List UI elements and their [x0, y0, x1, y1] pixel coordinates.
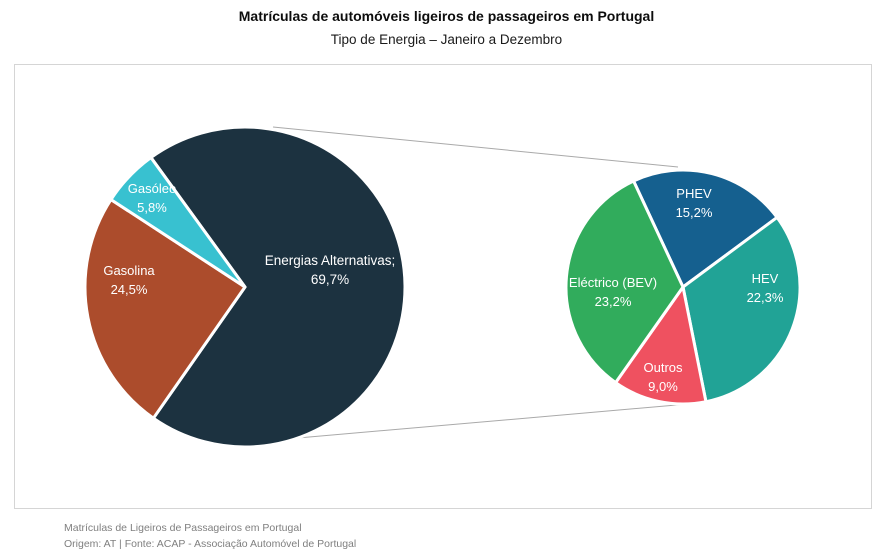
secondary-pie-label-outros-value: 9,0%	[648, 379, 678, 394]
footnote-line-1: Matrículas de Ligeiros de Passageiros em…	[64, 522, 302, 534]
chart-title: Matrículas de automóveis ligeiros de pas…	[238, 8, 655, 24]
main-pie-slice-gasolina	[83, 198, 247, 420]
secondary-pie-label-hev-value: 22,3%	[747, 290, 784, 305]
secondary-pie-label-electrico-bev-value: 23,2%	[595, 294, 632, 309]
secondary-pie-label-phev-name: PHEV	[676, 186, 712, 201]
main-pie-label-gasolina-value: 24,5%	[111, 282, 148, 297]
main-pie-label-energias-alternativas-name: Energias Alternativas;	[265, 253, 396, 268]
chart-footnote: Matrículas de Ligeiros de Passageiros em…	[64, 520, 356, 552]
secondary-pie-slice-hev	[681, 215, 802, 404]
secondary-pie-slice-outros	[614, 285, 708, 406]
main-pie-label-gasoleo-name: Gasóleo	[128, 181, 176, 196]
secondary-pie-label-phev-value: 15,2%	[676, 205, 713, 220]
main-pie-label-gasoleo-value: 5,8%	[137, 200, 167, 215]
main-pie-label-gasolina-name: Gasolina	[103, 263, 155, 278]
main-pie-slice-gasoleo	[109, 156, 247, 289]
main-pie-slice-energias-alternativas	[149, 125, 407, 449]
series-connector-line	[274, 403, 689, 441]
secondary-pie-label-electrico-bev-name: Eléctrico (BEV)	[569, 275, 657, 290]
secondary-pie-slice-electrico-bev	[564, 179, 685, 385]
series-connector-line	[272, 126, 679, 168]
main-pie-label-energias-alternativas-value: 69,7%	[311, 272, 349, 287]
secondary-pie-label-outros-name: Outros	[643, 360, 683, 375]
secondary-pie-label-hev-name: HEV	[752, 271, 779, 286]
chart-subtitle: Tipo de Energia – Janeiro a Dezembro	[330, 32, 563, 47]
footnote-line-2: Origem: AT | Fonte: ACAP - Associação Au…	[64, 538, 357, 550]
